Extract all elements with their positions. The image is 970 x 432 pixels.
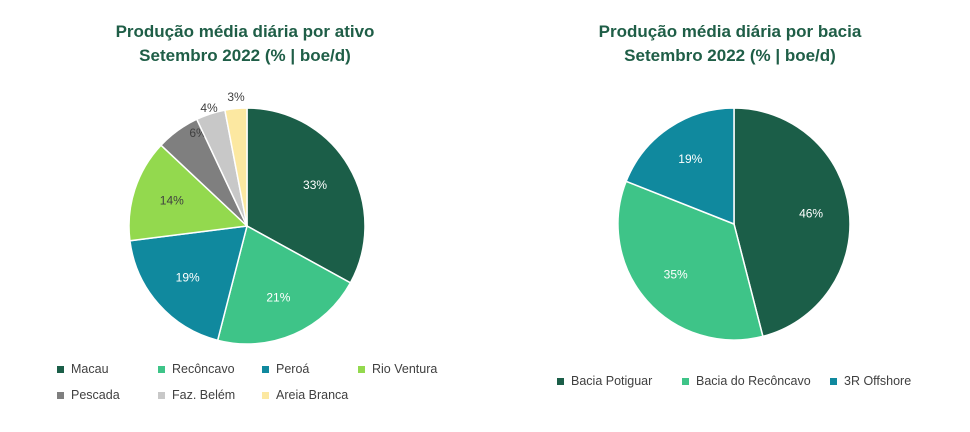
legend-label: Faz. Belém <box>172 388 236 402</box>
legend-swatch <box>158 391 165 399</box>
data-label-macau: 33% <box>303 178 327 192</box>
legend-swatch <box>262 391 269 399</box>
legend-label: Bacia Potiguar <box>571 374 653 388</box>
legend-swatch <box>262 365 269 373</box>
pie-chart-por-bacia: 46% 35% 19% <box>617 107 851 341</box>
legend-label: Bacia do Recôncavo <box>696 374 811 388</box>
legend-label: Areia Branca <box>276 388 349 402</box>
legend-item-3r-offshore: 3R Offshore <box>830 374 911 388</box>
legend-item-peroa: Peroá <box>262 362 309 376</box>
pie-slice-rio-ventura <box>128 144 249 242</box>
pie-slice-reconcavo <box>216 224 352 345</box>
chart-panel-por-bacia: Produção média diária por bacia Setembro… <box>490 0 970 432</box>
legend-label: Recôncavo <box>172 362 235 376</box>
pie-slice-bacia-do-reconcavo <box>617 180 764 341</box>
data-label-rio-ventura: 14% <box>160 194 184 208</box>
pie-slice-peroa <box>129 225 249 342</box>
legend-swatch <box>158 365 165 373</box>
data-label-3r-offshore: 19% <box>678 152 702 166</box>
legend-item-reconcavo: Recôncavo <box>158 362 235 376</box>
pie-slice-macau <box>246 107 366 284</box>
data-label-faz-belem: 4% <box>200 101 218 115</box>
legend-item-bacia-potiguar: Bacia Potiguar <box>557 374 652 388</box>
legend-swatch <box>830 377 837 385</box>
legend-swatch <box>682 377 689 385</box>
data-label-peroa: 19% <box>176 270 200 284</box>
legend-swatch <box>557 377 564 385</box>
chart-title: Produção média diária por bacia <box>598 22 862 41</box>
legend-item-pescada: Pescada <box>57 388 120 402</box>
chart-subtitle: Setembro 2022 (% | boe/d) <box>139 46 351 65</box>
data-label-bacia-potiguar: 46% <box>799 206 823 220</box>
legend-label: Macau <box>71 362 109 376</box>
pie-slice-areia-branca <box>224 107 248 227</box>
legend-item-rio-ventura: Rio Ventura <box>358 362 437 376</box>
pie-slice-bacia-potiguar <box>733 107 851 338</box>
chart-title-por-bacia: Produção média diária por bacia Setembro… <box>490 20 970 68</box>
data-label-bacia-do-reconcavo: 35% <box>664 268 688 282</box>
data-label-reconcavo: 21% <box>266 291 290 305</box>
legend-por-ativo: Macau Recôncavo Peroá Rio Ventura Pescada Faz… <box>0 358 490 408</box>
pie-chart-por-ativo: 33%21%19%14%6%4%3% <box>128 90 366 345</box>
legend-item-faz-belem: Faz. Belém <box>158 388 235 402</box>
chart-subtitle: Setembro 2022 (% | boe/d) <box>624 46 836 65</box>
legend-swatch <box>57 391 64 399</box>
legend-item-bacia-do-reconcavo: Bacia do Recôncavo <box>682 374 811 388</box>
chart-panel-por-ativo: Produção média diária por ativo Setembro… <box>0 20 490 408</box>
legend-label: Peroá <box>276 362 310 376</box>
legend-label: 3R Offshore <box>844 374 912 388</box>
pie-slice-3r-offshore <box>625 107 735 226</box>
chart-title-por-ativo: Produção média diária por ativo Setembro… <box>0 20 490 68</box>
data-label-areia-branca: 3% <box>227 90 245 104</box>
legend-label: Pescada <box>71 388 120 402</box>
legend-swatch <box>358 365 365 373</box>
legend-por-bacia: Bacia Potiguar Bacia do Recôncavo 3R Offsh… <box>490 370 970 400</box>
legend-item-macau: Macau <box>57 362 109 376</box>
legend-swatch <box>57 365 64 373</box>
chart-title: Produção média diária por ativo <box>115 22 375 41</box>
legend-item-areia-branca: Areia Branca <box>262 388 348 402</box>
legend-label: Rio Ventura <box>372 362 438 376</box>
